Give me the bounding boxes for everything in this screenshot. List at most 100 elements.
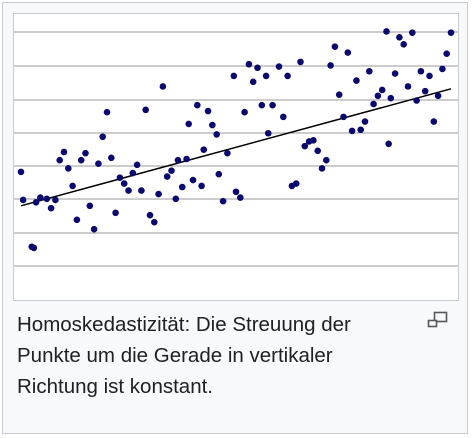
data-point	[120, 180, 128, 187]
data-point	[198, 182, 205, 190]
data-point	[275, 63, 283, 70]
data-point	[209, 121, 216, 129]
enlarge-icon	[427, 311, 448, 328]
data-point	[129, 169, 137, 177]
data-point	[245, 60, 253, 68]
chart-image[interactable]	[13, 13, 459, 301]
data-point	[344, 49, 352, 56]
data-point	[32, 198, 40, 206]
data-point	[183, 155, 190, 163]
data-point	[249, 78, 257, 86]
data-point	[353, 77, 360, 84]
data-point	[323, 156, 330, 164]
data-point	[318, 165, 326, 172]
data-point	[116, 174, 124, 182]
data-point	[65, 165, 72, 172]
data-point	[172, 195, 180, 203]
data-point	[103, 108, 111, 116]
data-point	[146, 211, 154, 219]
data-point	[426, 72, 433, 80]
data-point	[17, 168, 25, 176]
data-point	[151, 218, 158, 226]
data-point	[112, 209, 119, 217]
data-point	[52, 196, 59, 204]
data-point	[194, 101, 201, 109]
data-point	[447, 29, 455, 36]
data-point	[400, 41, 408, 48]
data-point	[430, 118, 438, 125]
data-point	[47, 204, 55, 212]
data-point	[421, 87, 429, 95]
data-point	[138, 187, 145, 194]
data-point	[264, 129, 272, 137]
thumbnail-frame: Homoskedastizität: Die Streuung der Punk…	[2, 2, 468, 434]
data-point	[230, 72, 238, 80]
data-point	[133, 161, 141, 169]
data-point	[387, 94, 395, 102]
data-point	[409, 29, 416, 36]
data-point	[434, 92, 442, 100]
data-point	[284, 72, 291, 80]
data-point	[340, 113, 347, 121]
data-point	[241, 108, 248, 116]
data-point	[142, 106, 149, 114]
data-point	[417, 67, 425, 75]
data-point	[56, 156, 63, 164]
data-point	[159, 83, 167, 90]
data-point	[314, 147, 322, 155]
data-point	[383, 28, 390, 35]
data-point	[297, 58, 304, 66]
data-point	[163, 173, 171, 180]
data-point	[258, 101, 266, 109]
data-point	[391, 70, 399, 77]
data-point	[90, 225, 98, 233]
data-point	[292, 180, 300, 187]
data-point	[19, 196, 27, 204]
data-point	[108, 154, 115, 162]
data-point	[73, 216, 81, 224]
data-point	[237, 194, 244, 201]
data-point	[174, 156, 182, 164]
data-point	[378, 86, 386, 94]
data-point	[404, 83, 412, 90]
data-point	[95, 160, 102, 167]
data-point	[37, 194, 44, 201]
data-point	[348, 127, 356, 135]
data-point	[213, 131, 220, 138]
data-point	[361, 118, 369, 125]
magnify-clip-icon[interactable]	[427, 311, 449, 329]
data-point	[77, 156, 85, 164]
data-point	[374, 92, 382, 100]
data-point	[30, 244, 38, 252]
data-point	[168, 167, 175, 174]
data-point	[200, 146, 208, 153]
data-point	[43, 195, 51, 203]
data-point	[189, 176, 197, 184]
data-point	[262, 72, 270, 80]
data-point	[60, 148, 68, 156]
data-point	[69, 182, 76, 190]
image-caption: Homoskedastizität: Die Streuung der Punk…	[17, 313, 351, 398]
data-point	[254, 64, 261, 72]
data-point	[204, 107, 212, 115]
data-point	[178, 183, 186, 191]
data-point	[310, 136, 317, 144]
data-point	[301, 142, 309, 150]
data-point	[82, 149, 89, 157]
data-point	[335, 91, 343, 98]
data-point	[327, 62, 334, 69]
data-point	[224, 149, 231, 157]
data-point	[385, 140, 392, 148]
regression-line	[20, 88, 452, 207]
data-point	[99, 133, 106, 141]
data-point	[357, 126, 365, 134]
data-point	[155, 190, 162, 198]
data-point	[86, 202, 94, 210]
data-point	[215, 170, 223, 178]
data-point	[370, 100, 377, 108]
data-point	[269, 101, 276, 109]
data-point	[232, 188, 240, 196]
data-point	[125, 187, 132, 194]
data-point	[331, 43, 339, 50]
data-point	[366, 67, 373, 75]
